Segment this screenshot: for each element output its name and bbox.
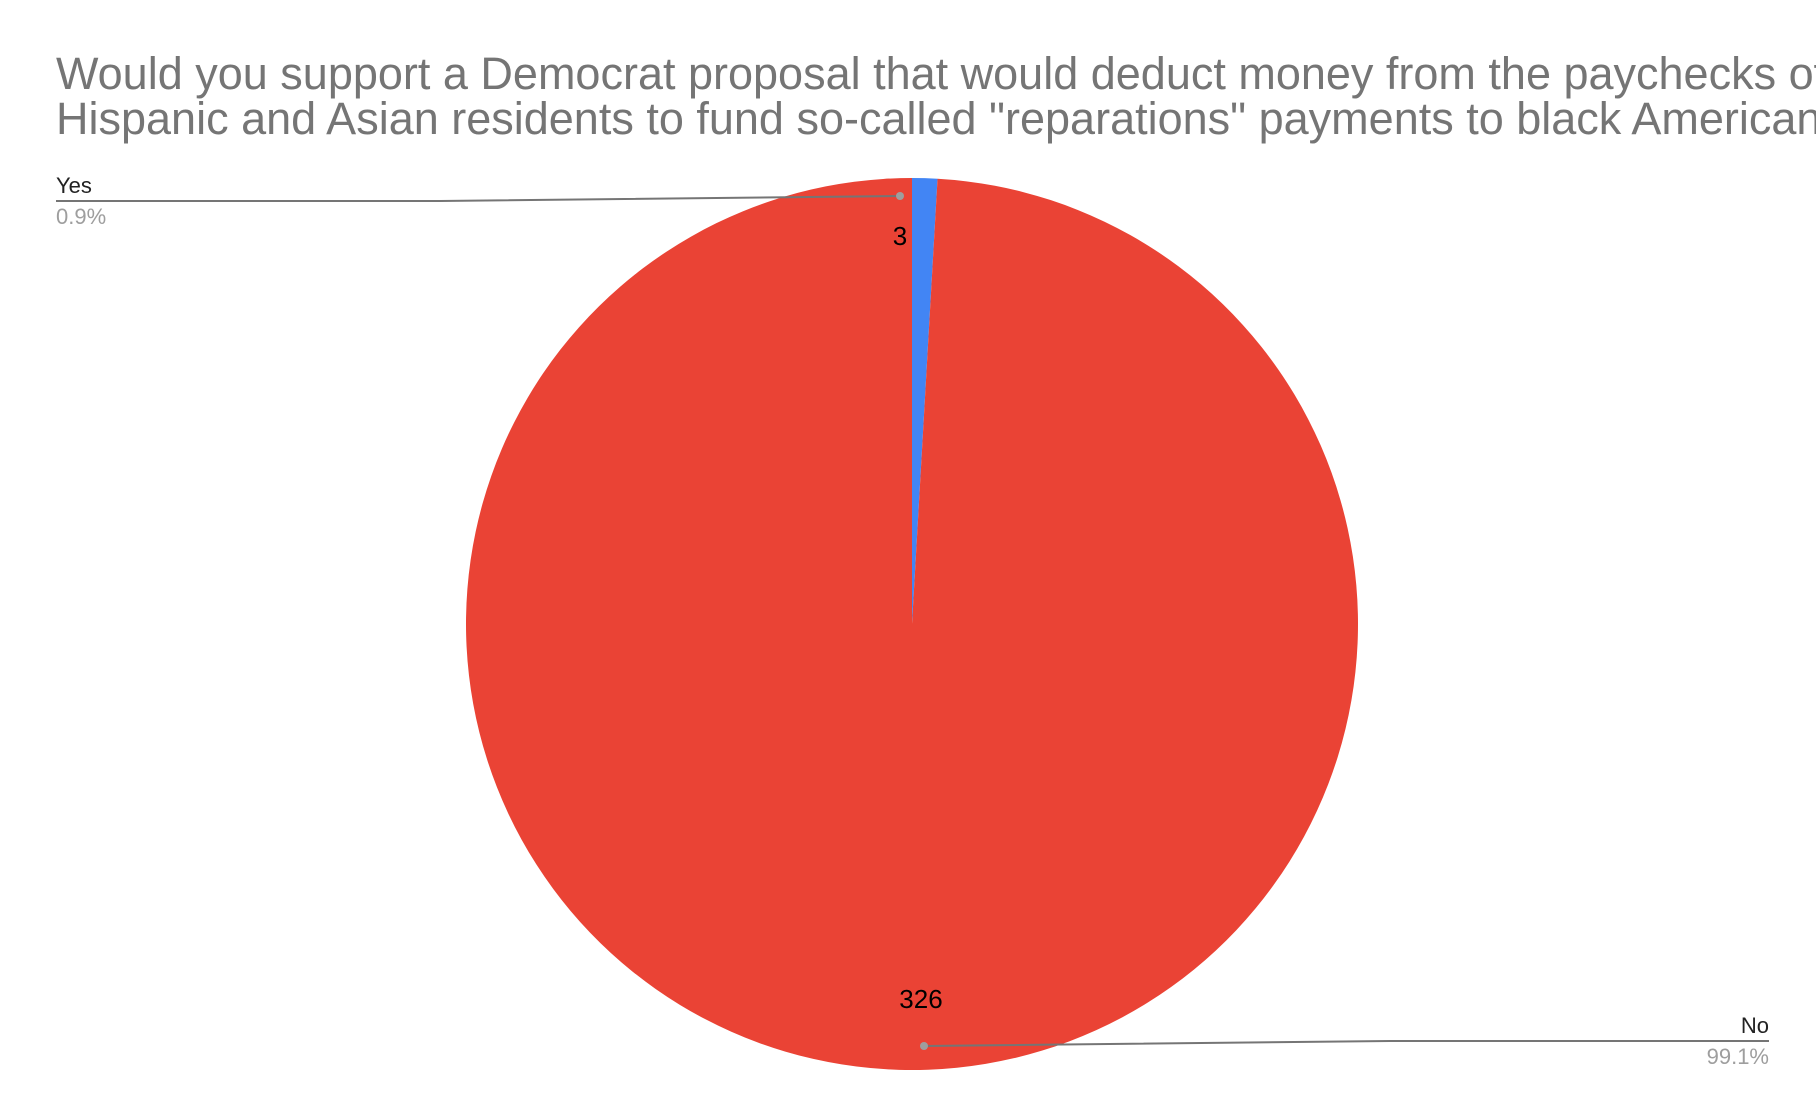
callout-line-yes (56, 195, 901, 202)
callout-labels: Yes 0.9% No 99.1% (56, 173, 1769, 1069)
chart-title-line-2: Hispanic and Asian residents to fund so-… (56, 93, 1816, 144)
slice-value-yes: 3 (893, 221, 907, 251)
callout-label-yes: Yes (56, 173, 92, 198)
pie-slice-no (466, 178, 1359, 1071)
callout-line-no (923, 1040, 1769, 1047)
callout-label-no: No (1741, 1013, 1769, 1038)
slice-value-no: 326 (899, 984, 942, 1014)
callout-dot-no (920, 1042, 928, 1050)
chart-title-line-1: Would you support a Democrat proposal th… (56, 48, 1816, 99)
pie-slice-yes (912, 178, 938, 624)
callout-percent-no: 99.1% (1707, 1044, 1769, 1069)
pie-slices (466, 178, 1359, 1071)
slice-value-labels: 3 326 (893, 221, 943, 1014)
callout-percent-yes: 0.9% (56, 204, 106, 229)
callout-dot-yes (896, 192, 904, 200)
